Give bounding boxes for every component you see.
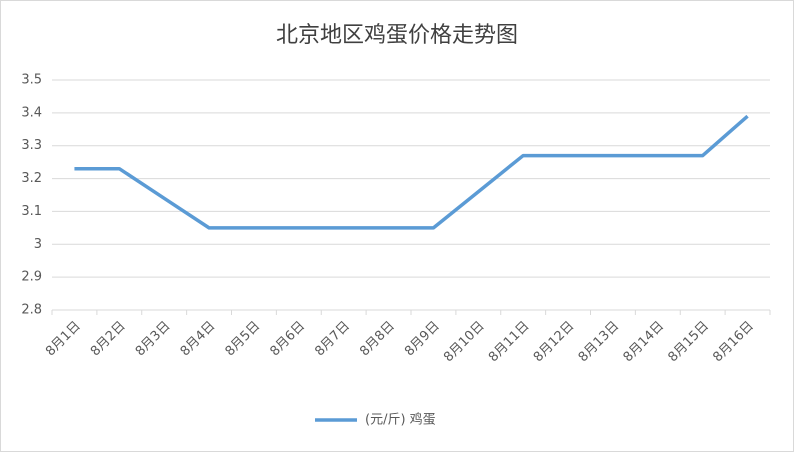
y-tick-label: 3.5: [21, 73, 42, 88]
y-tick-label: 3.1: [21, 204, 42, 219]
y-tick-label: 2.8: [21, 303, 42, 318]
legend-label: (元/斤) 鸡蛋: [365, 412, 436, 428]
y-tick-label: 3: [34, 237, 42, 252]
y-tick-label: 2.9: [21, 270, 42, 285]
y-tick-label: 3.4: [21, 105, 42, 120]
chart-title: 北京地区鸡蛋价格走势图: [276, 23, 518, 48]
data-line: [74, 114, 749, 230]
y-tick-label: 3.2: [21, 171, 42, 186]
y-tick-label: 3.3: [21, 138, 42, 153]
